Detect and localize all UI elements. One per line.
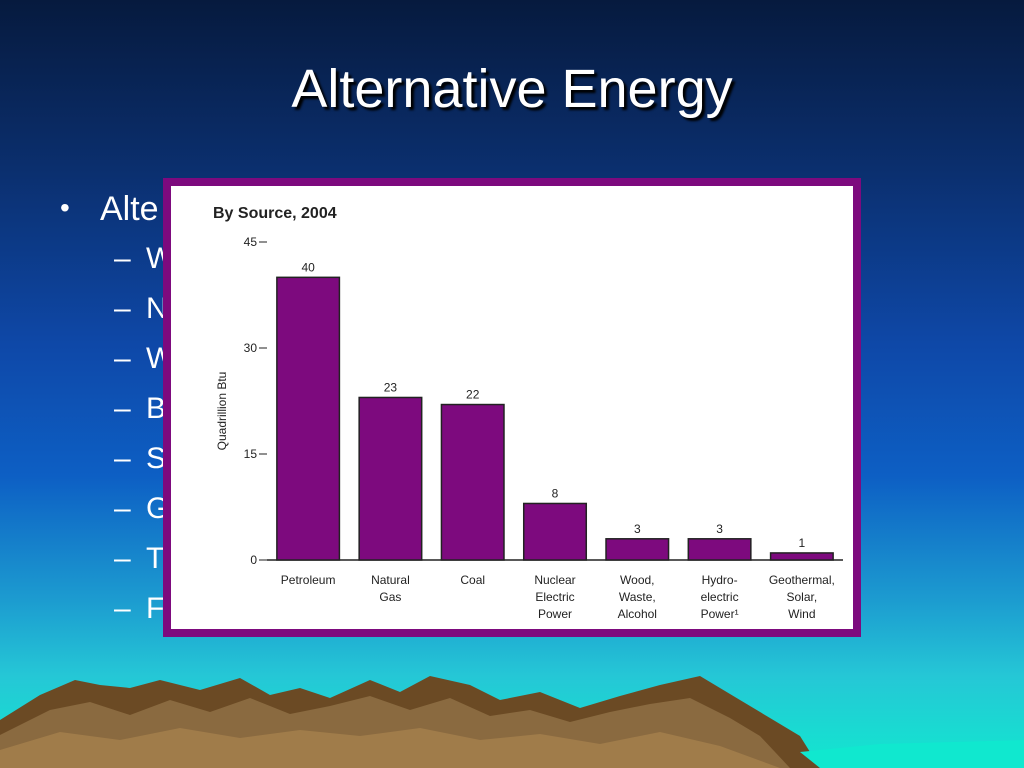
bar — [358, 396, 423, 561]
x-tick-label: Nuclear — [534, 573, 575, 587]
x-tick-label: Power — [538, 607, 572, 621]
bullet-dot: • — [60, 192, 70, 223]
bar-chart: By Source, 2004 Quadrillion Btu 0 15 30 45 40 P… — [213, 205, 843, 621]
x-tick-label: Geothermal, — [769, 573, 835, 587]
slide-title: Alternative Energy — [291, 59, 733, 119]
y-axis-label: Quadrillion Btu — [215, 372, 229, 451]
chart-title: By Source, 2004 — [213, 205, 337, 222]
x-tick-label: Electric — [535, 590, 574, 604]
x-tick-label: Waste, — [619, 590, 656, 604]
bar — [687, 538, 752, 561]
x-tick-label: Gas — [379, 590, 401, 604]
y-tick-label: 30 — [244, 341, 258, 355]
x-tick-label: Hydro- — [702, 573, 738, 587]
x-tick-label: Power¹ — [701, 607, 739, 621]
data-label: 23 — [384, 380, 398, 394]
bar — [276, 276, 341, 561]
x-tick-label: Wood, — [620, 573, 654, 587]
data-label: 3 — [716, 522, 723, 536]
x-tick-label: Solar, — [787, 590, 818, 604]
chart-panel: By Source, 2004 Quadrillion Btu 0 15 30 45 40 P… — [171, 186, 853, 629]
bar — [440, 403, 505, 561]
bar — [605, 538, 670, 561]
data-label: 22 — [466, 388, 480, 402]
bar — [769, 552, 834, 561]
y-tick-label: 45 — [244, 235, 258, 249]
y-tick-label: 15 — [244, 447, 258, 461]
x-tick-label: Petroleum — [281, 573, 336, 587]
x-tick-label: Wind — [788, 607, 815, 621]
mountain-range-image — [0, 676, 1024, 768]
x-tick-label: Coal — [460, 573, 485, 587]
main-bullet-text: Alte — [100, 190, 159, 228]
data-label: 40 — [301, 260, 315, 274]
data-label: 3 — [634, 522, 641, 536]
data-label: 8 — [552, 486, 559, 500]
bar — [522, 502, 588, 561]
x-tick-label: Alcohol — [618, 607, 657, 621]
data-label: 1 — [799, 536, 806, 550]
x-tick-label: Natural — [371, 573, 410, 587]
chart-frame: By Source, 2004 Quadrillion Btu 0 15 30 45 40 P… — [163, 178, 861, 637]
y-tick-label: 0 — [250, 553, 257, 567]
x-tick-label: electric — [701, 590, 739, 604]
